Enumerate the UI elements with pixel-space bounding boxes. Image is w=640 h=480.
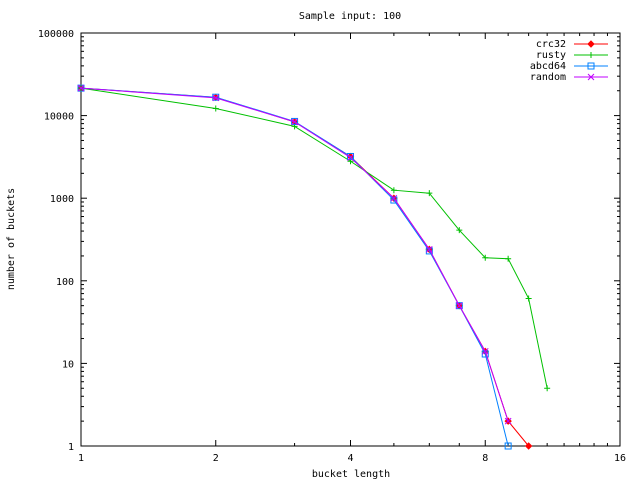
- data-point-random: [77, 84, 85, 92]
- series-line-crc32: [80, 87, 530, 447]
- legend-marker-rusty: [588, 52, 594, 58]
- y-tick-label: 10: [62, 359, 74, 370]
- y-tick-label: 100000: [38, 29, 74, 40]
- data-point-rusty: [426, 190, 433, 197]
- y-tick-label: 100: [56, 277, 74, 288]
- data-point-random: [390, 194, 398, 202]
- data-point-crc32: [524, 442, 533, 450]
- data-point-random: [455, 302, 463, 310]
- legend-label-random: random: [530, 72, 566, 83]
- data-point-rusty: [390, 187, 397, 194]
- axis-ticks: 1 2 4 8 16 1 10 100 1000 10000 100000: [38, 29, 626, 464]
- data-point-random: [347, 154, 354, 161]
- data-point-rusty: [482, 254, 489, 261]
- series-random: [77, 84, 512, 425]
- data-point-rusty: [505, 255, 512, 262]
- data-point-abcd64: [425, 247, 433, 255]
- data-point-abcd64: [455, 302, 463, 310]
- plot-frame: [80, 32, 621, 447]
- series-crc32: [77, 84, 533, 450]
- legend-marker-random: [587, 73, 595, 81]
- data-point-rusty: [525, 295, 532, 302]
- legend-label-abcd64: abcd64: [530, 61, 566, 72]
- y-tick-label: 10000: [44, 112, 74, 123]
- chart-title: Sample input: 100: [299, 11, 401, 22]
- x-tick-label: 1: [78, 453, 84, 464]
- series-line-random: [80, 87, 509, 422]
- legend-marker-crc32: [587, 40, 595, 48]
- data-point-abcd64: [390, 196, 398, 204]
- data-point-random: [291, 118, 298, 126]
- data-point-random: [504, 417, 512, 425]
- data-point-rusty: [212, 105, 219, 112]
- data-point-abcd64: [347, 152, 354, 160]
- x-tick-label: 8: [482, 453, 488, 464]
- legend-marker-abcd64: [587, 62, 595, 70]
- legend-label-crc32: crc32: [536, 39, 566, 50]
- series-abcd64: [77, 84, 512, 450]
- series-line-abcd64: [80, 87, 509, 447]
- series-rusty: [78, 85, 551, 392]
- y-axis-label: number of buckets: [6, 188, 17, 290]
- data-point-random: [481, 347, 489, 355]
- y-tick-label: 1000: [50, 194, 74, 205]
- data-point-random: [212, 94, 220, 102]
- y-tick-label: 1: [68, 442, 74, 453]
- x-tick-label: 16: [614, 453, 626, 464]
- series-layer: [77, 84, 551, 450]
- x-axis-label: bucket length: [312, 469, 390, 480]
- data-point-rusty: [544, 385, 551, 392]
- data-point-rusty: [456, 227, 463, 234]
- data-point-random: [425, 246, 433, 253]
- x-tick-label: 2: [213, 453, 219, 464]
- data-point-abcd64: [504, 442, 512, 450]
- x-tick-label: 4: [347, 453, 353, 464]
- legend-label-rusty: rusty: [536, 50, 566, 61]
